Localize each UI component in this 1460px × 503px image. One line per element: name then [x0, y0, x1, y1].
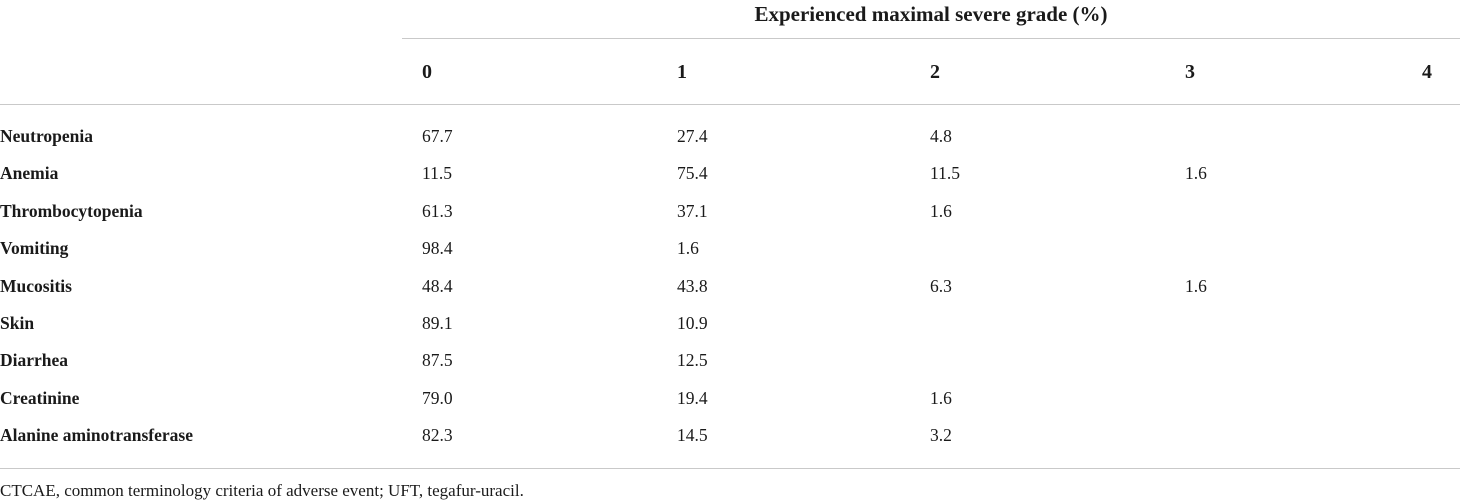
spanning-header: Experienced maximal severe grade (%): [754, 2, 1108, 26]
table-row: Mucositis 48.4 43.8 6.3 1.6: [0, 268, 1460, 305]
row-label: Vomiting: [0, 238, 69, 258]
cell-grade-0: 67.7: [422, 126, 453, 146]
cell-grade-0: 98.4: [422, 238, 453, 258]
spanning-header-rule: [402, 38, 1460, 39]
row-label: Creatinine: [0, 388, 80, 408]
cell-grade-0: 61.3: [422, 201, 453, 221]
row-label: Neutropenia: [0, 126, 94, 146]
table-row: Creatinine 79.0 19.4 1.6: [0, 380, 1460, 417]
cell-grade-3: 1.6: [1185, 276, 1207, 296]
table-row: Skin 89.1 10.9: [0, 305, 1460, 342]
table-row: Alanine aminotransferase 82.3 14.5 3.2: [0, 417, 1460, 454]
cell-grade-3: 1.6: [1185, 163, 1207, 183]
row-label: Skin: [0, 313, 35, 333]
cell-grade-0: 87.5: [422, 350, 453, 370]
table-row: Vomiting 98.4 1.6: [0, 230, 1460, 267]
cell-grade-2: 1.6: [930, 201, 952, 221]
row-label: Diarrhea: [0, 350, 69, 370]
table-row: Anemia 11.5 75.4 11.5 1.6: [0, 155, 1460, 192]
table-bottom-rule: [0, 468, 1460, 469]
cell-grade-1: 12.5: [677, 350, 708, 370]
column-header-grade-4: 4: [1422, 61, 1432, 83]
cell-grade-2: 11.5: [930, 163, 960, 183]
cell-grade-2: 1.6: [930, 388, 952, 408]
column-header-grade-3: 3: [1185, 61, 1195, 83]
table-footnote: CTCAE, common terminology criteria of ad…: [0, 481, 524, 500]
table-row: Diarrhea 87.5 12.5: [0, 342, 1460, 379]
cell-grade-0: 11.5: [422, 163, 452, 183]
cell-grade-1: 43.8: [677, 276, 708, 296]
cell-grade-1: 10.9: [677, 313, 708, 333]
cell-grade-1: 14.5: [677, 425, 708, 445]
cell-grade-1: 27.4: [677, 126, 708, 146]
column-header-grade-0: 0: [422, 61, 432, 83]
cell-grade-1: 19.4: [677, 388, 708, 408]
cell-grade-0: 48.4: [422, 276, 453, 296]
cell-grade-1: 1.6: [677, 238, 699, 258]
cell-grade-2: 4.8: [930, 126, 952, 146]
cell-grade-2: 6.3: [930, 276, 952, 296]
row-label: Mucositis: [0, 276, 72, 296]
row-label: Thrombocytopenia: [0, 201, 143, 221]
cell-grade-2: 3.2: [930, 425, 952, 445]
row-label: Alanine aminotransferase: [0, 425, 193, 445]
cell-grade-1: 37.1: [677, 201, 708, 221]
header-rule: [0, 104, 1460, 105]
table-row: Thrombocytopenia 61.3 37.1 1.6: [0, 193, 1460, 230]
row-label: Anemia: [0, 163, 59, 183]
column-header-grade-2: 2: [930, 61, 940, 83]
column-header-grade-1: 1: [677, 61, 687, 83]
table-row: Neutropenia 67.7 27.4 4.8: [0, 118, 1460, 155]
cell-grade-0: 82.3: [422, 425, 453, 445]
cell-grade-0: 79.0: [422, 388, 453, 408]
cell-grade-0: 89.1: [422, 313, 453, 333]
cell-grade-1: 75.4: [677, 163, 708, 183]
